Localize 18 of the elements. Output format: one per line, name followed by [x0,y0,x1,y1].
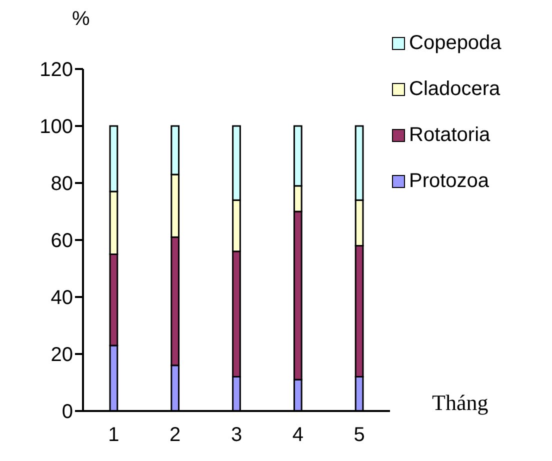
x-tick-label: 4 [292,424,304,446]
y-tick-label: 120 [40,59,73,82]
x-tick-label: 2 [170,424,181,446]
y-tick-label: 80 [50,173,73,196]
x-tick-label: 5 [354,424,365,446]
y-tick-label: 40 [50,287,73,310]
legend-label: Protozoa [409,169,490,194]
y-tick-label: 20 [50,344,73,366]
y-tick-label: 0 [62,401,73,424]
legend-label: Cladocera [409,77,500,102]
x-axis-title: Tháng [432,390,488,416]
x-tick-label: 1 [108,424,120,446]
x-tick-label: 3 [230,424,242,446]
y-tick-label: 60 [50,230,73,252]
legend-label: Copepoda [409,31,502,56]
y-axis-title: % [72,8,90,31]
legend-label: Rotatoria [409,123,490,148]
y-tick-label: 100 [40,116,73,138]
